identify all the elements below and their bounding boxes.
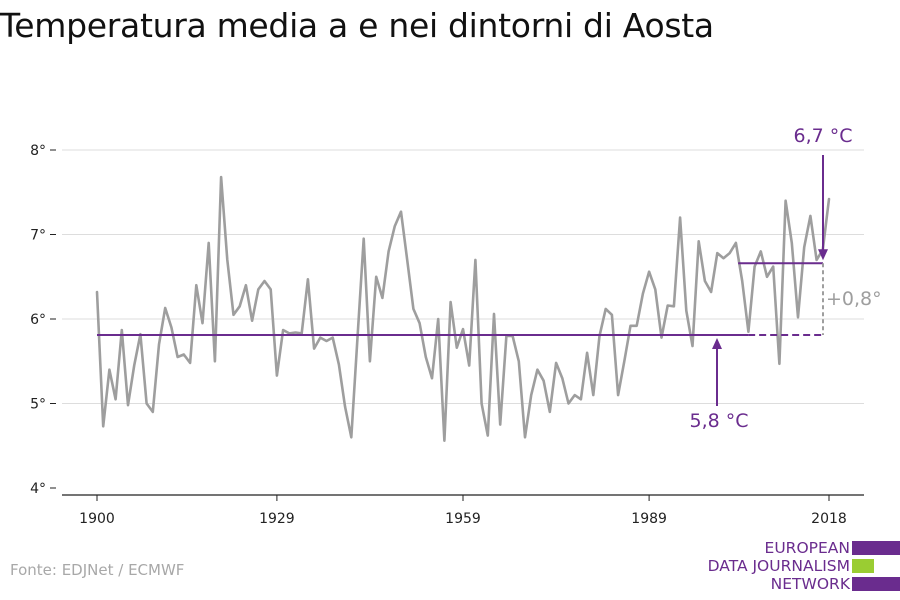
grid-lines bbox=[62, 149, 864, 404]
x-tick-label-1900: 1900 bbox=[79, 511, 115, 527]
source-note: Fonte: EDJNet / ECMWF bbox=[10, 561, 185, 579]
logo-line-1: EUROPEAN bbox=[764, 539, 850, 557]
series-line-0 bbox=[95, 175, 831, 443]
edjnet-logo: EUROPEAN DATA JOURNALISM NETWORK bbox=[700, 539, 900, 596]
y-tick-label-6: 6° bbox=[30, 312, 46, 328]
y-tick-label-5: 5° bbox=[30, 397, 46, 413]
logo-line-2: DATA JOURNALISM bbox=[707, 557, 850, 575]
chart-title: Temperatura media a e nei dintorni di Ao… bbox=[0, 6, 714, 45]
y-axis: 4° 5° 6° 7° 8° bbox=[30, 143, 56, 497]
x-tick-label-2018: 2018 bbox=[811, 511, 847, 527]
average-label-5-8: 5,8 °C bbox=[689, 410, 748, 432]
series-layer bbox=[95, 175, 831, 443]
annotations: +0,8° 5,8 °C 6,7 °C bbox=[689, 125, 881, 432]
arrow-head-6-7 bbox=[818, 249, 828, 261]
y-tick-label-4: 4° bbox=[30, 481, 46, 497]
difference-label: +0,8° bbox=[826, 288, 882, 310]
x-tick-label-1959: 1959 bbox=[445, 511, 481, 527]
arrow-head-5-8 bbox=[712, 338, 722, 350]
logo-bar-green bbox=[852, 559, 874, 573]
y-tick-label-7: 7° bbox=[30, 228, 46, 244]
average-label-6-7: 6,7 °C bbox=[793, 125, 852, 147]
logo-bar-purple-2 bbox=[852, 577, 900, 591]
x-tick-label-1929: 1929 bbox=[259, 511, 295, 527]
average-lines bbox=[97, 262, 824, 337]
x-axis: 1900 1929 1959 1989 2018 bbox=[62, 494, 864, 527]
y-tick-label-8: 8° bbox=[30, 143, 46, 159]
logo-bar-purple-1 bbox=[852, 541, 900, 555]
x-tick-label-1989: 1989 bbox=[631, 511, 667, 527]
logo-line-3: NETWORK bbox=[770, 575, 850, 593]
